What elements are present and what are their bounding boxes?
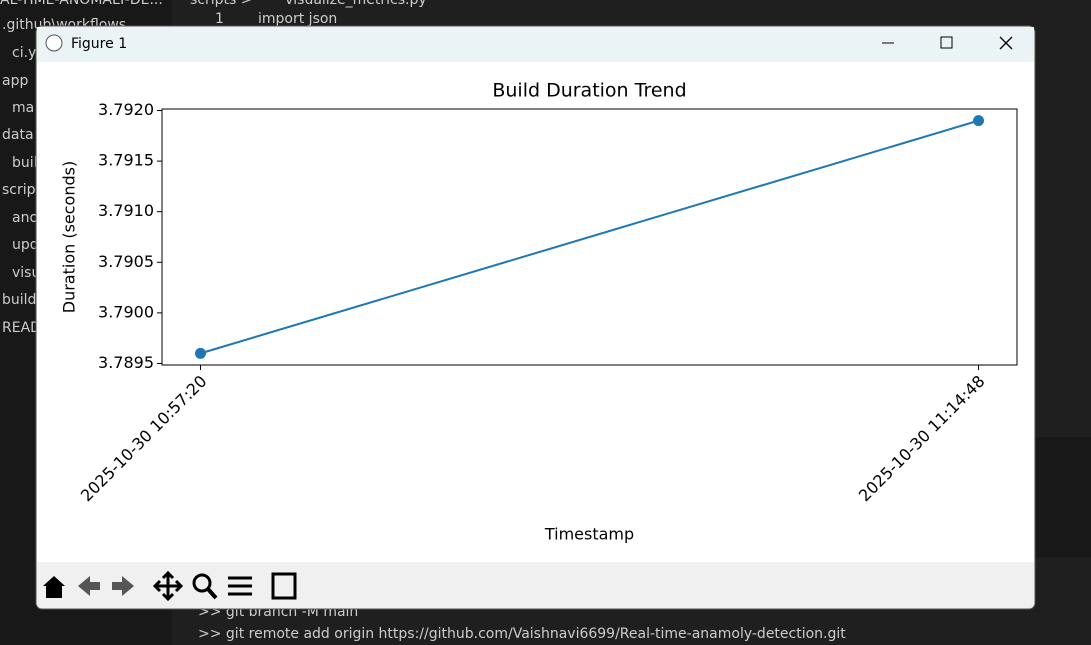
y-tick-label: 3.7910 — [98, 201, 154, 220]
terminal-line: >> git remote add origin https://github.… — [198, 626, 846, 642]
code-line: import json — [258, 11, 337, 27]
close-button[interactable] — [999, 36, 1013, 50]
explorer-item: app — [2, 73, 28, 89]
maximize-button[interactable] — [940, 36, 953, 49]
zoom-button[interactable] — [192, 573, 218, 600]
configure-button[interactable] — [228, 576, 252, 596]
back-button[interactable] — [78, 576, 100, 596]
y-tick-label: 3.7915 — [98, 151, 154, 170]
app-icon — [45, 34, 63, 52]
explorer-item: buil — [12, 155, 38, 171]
line-number: 1 — [215, 11, 224, 27]
explorer-item: READ — [2, 320, 41, 336]
window-title: Figure 1 — [71, 36, 127, 52]
save-button[interactable] — [271, 572, 297, 600]
explorer-item: build — [2, 292, 36, 308]
y-tick-label: 3.7905 — [98, 252, 154, 271]
forward-button[interactable] — [112, 576, 134, 596]
data-point — [194, 347, 206, 359]
plot-frame — [161, 108, 1018, 366]
pan-button[interactable] — [152, 570, 184, 602]
explorer-item: visu — [12, 265, 40, 281]
file-tab: visualize_metrics.py — [285, 0, 427, 8]
title-bar — [37, 27, 1034, 62]
explorer-item: ci.y — [12, 45, 36, 61]
y-tick-label: 3.7895 — [98, 353, 154, 372]
y-tick-label: 3.7920 — [98, 100, 154, 119]
x-axis-label: Timestamp — [544, 525, 634, 544]
explorer-item: data — [2, 127, 34, 143]
y-tick-label: 3.7900 — [98, 302, 154, 321]
explorer-item: mai — [12, 100, 38, 116]
chart-title: Build Duration Trend — [492, 80, 686, 102]
toolbar — [43, 570, 297, 602]
home-button[interactable] — [43, 576, 65, 598]
y-axis-label: Duration (seconds) — [60, 161, 79, 313]
figure-canvas — [37, 62, 1034, 562]
explorer-item: scrip — [2, 182, 36, 198]
data-point — [973, 115, 985, 127]
explorer-item: upd — [12, 237, 39, 253]
data-line — [200, 119, 979, 355]
breadcrumb: scripts > — [190, 0, 253, 8]
explorer-item: AL-TIME-ANOMALY-DE... — [0, 0, 163, 8]
explorer-item: ano — [12, 210, 38, 226]
